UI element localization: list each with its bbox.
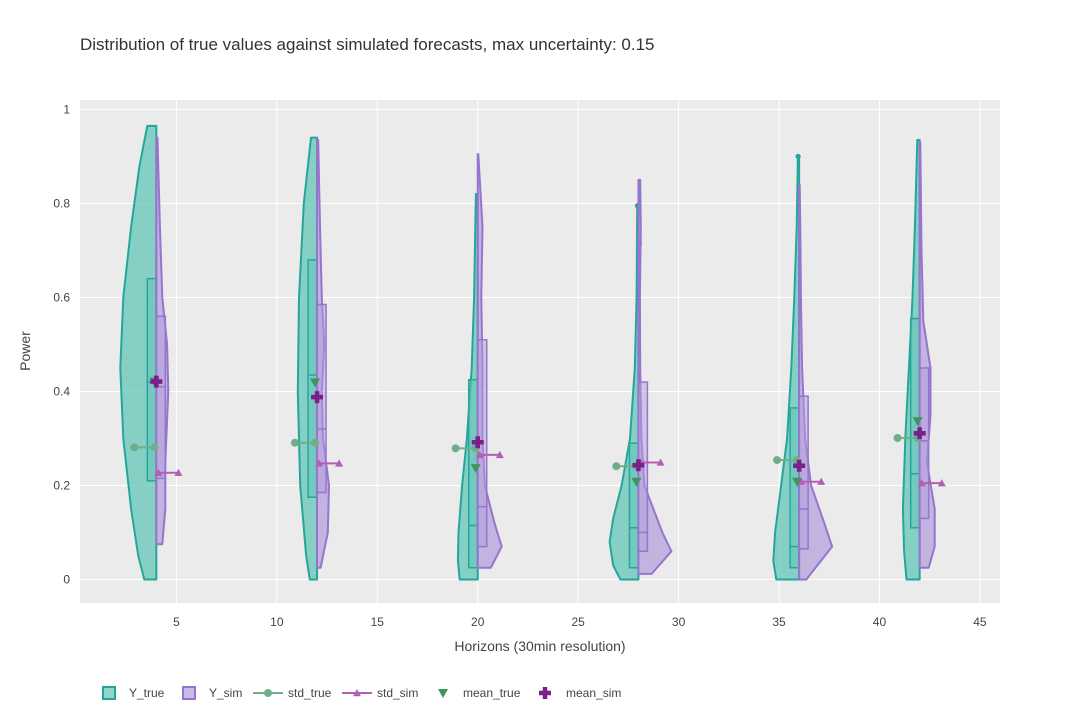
legend-label: Y_true bbox=[129, 686, 165, 700]
legend-item-y-true[interactable]: Y_true bbox=[102, 686, 165, 700]
legend-item-std-true[interactable]: std_true bbox=[253, 686, 332, 700]
y-sim-outlier bbox=[636, 240, 643, 246]
x-tick-label: 5 bbox=[173, 615, 180, 629]
legend-swatch bbox=[182, 686, 196, 700]
plot-area bbox=[80, 100, 1000, 603]
y-true-outlier bbox=[795, 153, 801, 160]
legend-item-mean-sim[interactable]: mean_sim bbox=[539, 686, 621, 700]
std-true-point bbox=[612, 462, 621, 471]
x-tick-label: 10 bbox=[270, 615, 284, 629]
legend-item-mean-true[interactable]: mean_true bbox=[438, 686, 521, 700]
std-sim-point bbox=[475, 450, 484, 459]
legend-label: mean_true bbox=[463, 686, 521, 700]
y-tick-label: 0.4 bbox=[53, 384, 70, 398]
mean-sim-marker bbox=[632, 459, 645, 472]
legend-label: std_sim bbox=[377, 686, 418, 700]
std-sim-point bbox=[937, 479, 946, 487]
mean-true-marker bbox=[792, 477, 803, 487]
data-marks bbox=[119, 124, 946, 581]
legend-label: mean_sim bbox=[566, 686, 621, 700]
std-true-point bbox=[311, 438, 320, 447]
legend[interactable]: Y_true Y_sim std_true std_sim mean_true mean_… bbox=[102, 686, 621, 700]
x-tick-label: 40 bbox=[873, 615, 887, 629]
y-sim-box bbox=[155, 315, 167, 480]
mean-true-marker bbox=[310, 378, 321, 388]
legend-swatch-marker bbox=[264, 689, 272, 697]
y-sim-box bbox=[798, 395, 809, 550]
std-true-point bbox=[290, 438, 299, 447]
y-axis-ticks: 0 0.2 0.4 0.6 0.8 1 bbox=[53, 102, 70, 586]
std-sim-point bbox=[315, 459, 324, 467]
legend-item-y-sim[interactable]: Y_sim bbox=[182, 686, 242, 700]
x-tick-label: 15 bbox=[371, 615, 385, 629]
std-true-point bbox=[773, 456, 782, 465]
std-sim-point bbox=[817, 477, 826, 485]
y-sim-box bbox=[918, 367, 930, 520]
std-sim-point bbox=[154, 468, 163, 476]
mean-true-marker bbox=[912, 417, 923, 427]
y-tick-label: 0.2 bbox=[53, 478, 70, 492]
std-sim-point bbox=[656, 458, 665, 466]
legend-label: std_true bbox=[288, 686, 332, 700]
std-true-point bbox=[451, 444, 460, 453]
x-tick-label: 20 bbox=[471, 615, 485, 629]
mean-sim-marker bbox=[311, 391, 324, 404]
y-true-box bbox=[467, 378, 479, 569]
std-sim-point bbox=[797, 477, 806, 485]
mean-true-marker bbox=[631, 477, 642, 487]
std-true-point bbox=[130, 443, 139, 452]
x-tick-label: 25 bbox=[571, 615, 585, 629]
legend-item-std-sim[interactable]: std_sim bbox=[342, 686, 418, 700]
legend-swatch-marker bbox=[353, 689, 361, 697]
mean-sim-marker bbox=[150, 375, 163, 388]
y-tick-label: 1 bbox=[63, 102, 70, 116]
y-tick-label: 0.6 bbox=[53, 290, 70, 304]
x-axis-label: Horizons (30min resolution) bbox=[454, 638, 625, 654]
std-true-point bbox=[150, 443, 159, 452]
std-sim-point bbox=[495, 450, 504, 459]
x-tick-label: 30 bbox=[672, 615, 686, 629]
x-tick-label: 35 bbox=[772, 615, 786, 629]
mean-sim-marker bbox=[471, 436, 484, 449]
mean-sim-marker bbox=[793, 459, 806, 472]
y-tick-label: 0 bbox=[63, 572, 70, 586]
std-sim-point bbox=[917, 479, 926, 487]
legend-label: Y_sim bbox=[209, 686, 242, 700]
std-true-point bbox=[893, 433, 902, 442]
legend-swatch-marker bbox=[539, 687, 551, 699]
x-axis-ticks: 5 10 15 20 25 30 35 40 45 bbox=[173, 615, 987, 629]
legend-swatch-marker bbox=[438, 689, 448, 698]
legend-swatch bbox=[102, 686, 116, 700]
y-true-box bbox=[789, 407, 800, 569]
chart-title: Distribution of true values against simu… bbox=[80, 35, 655, 54]
y-axis-label: Power bbox=[17, 331, 33, 371]
x-tick-label: 45 bbox=[973, 615, 987, 629]
mean-sim-marker bbox=[913, 427, 926, 440]
y-tick-label: 0.8 bbox=[53, 196, 70, 210]
std-sim-point bbox=[174, 468, 183, 476]
mean-true-marker bbox=[470, 464, 481, 474]
std-sim-point bbox=[335, 459, 344, 467]
